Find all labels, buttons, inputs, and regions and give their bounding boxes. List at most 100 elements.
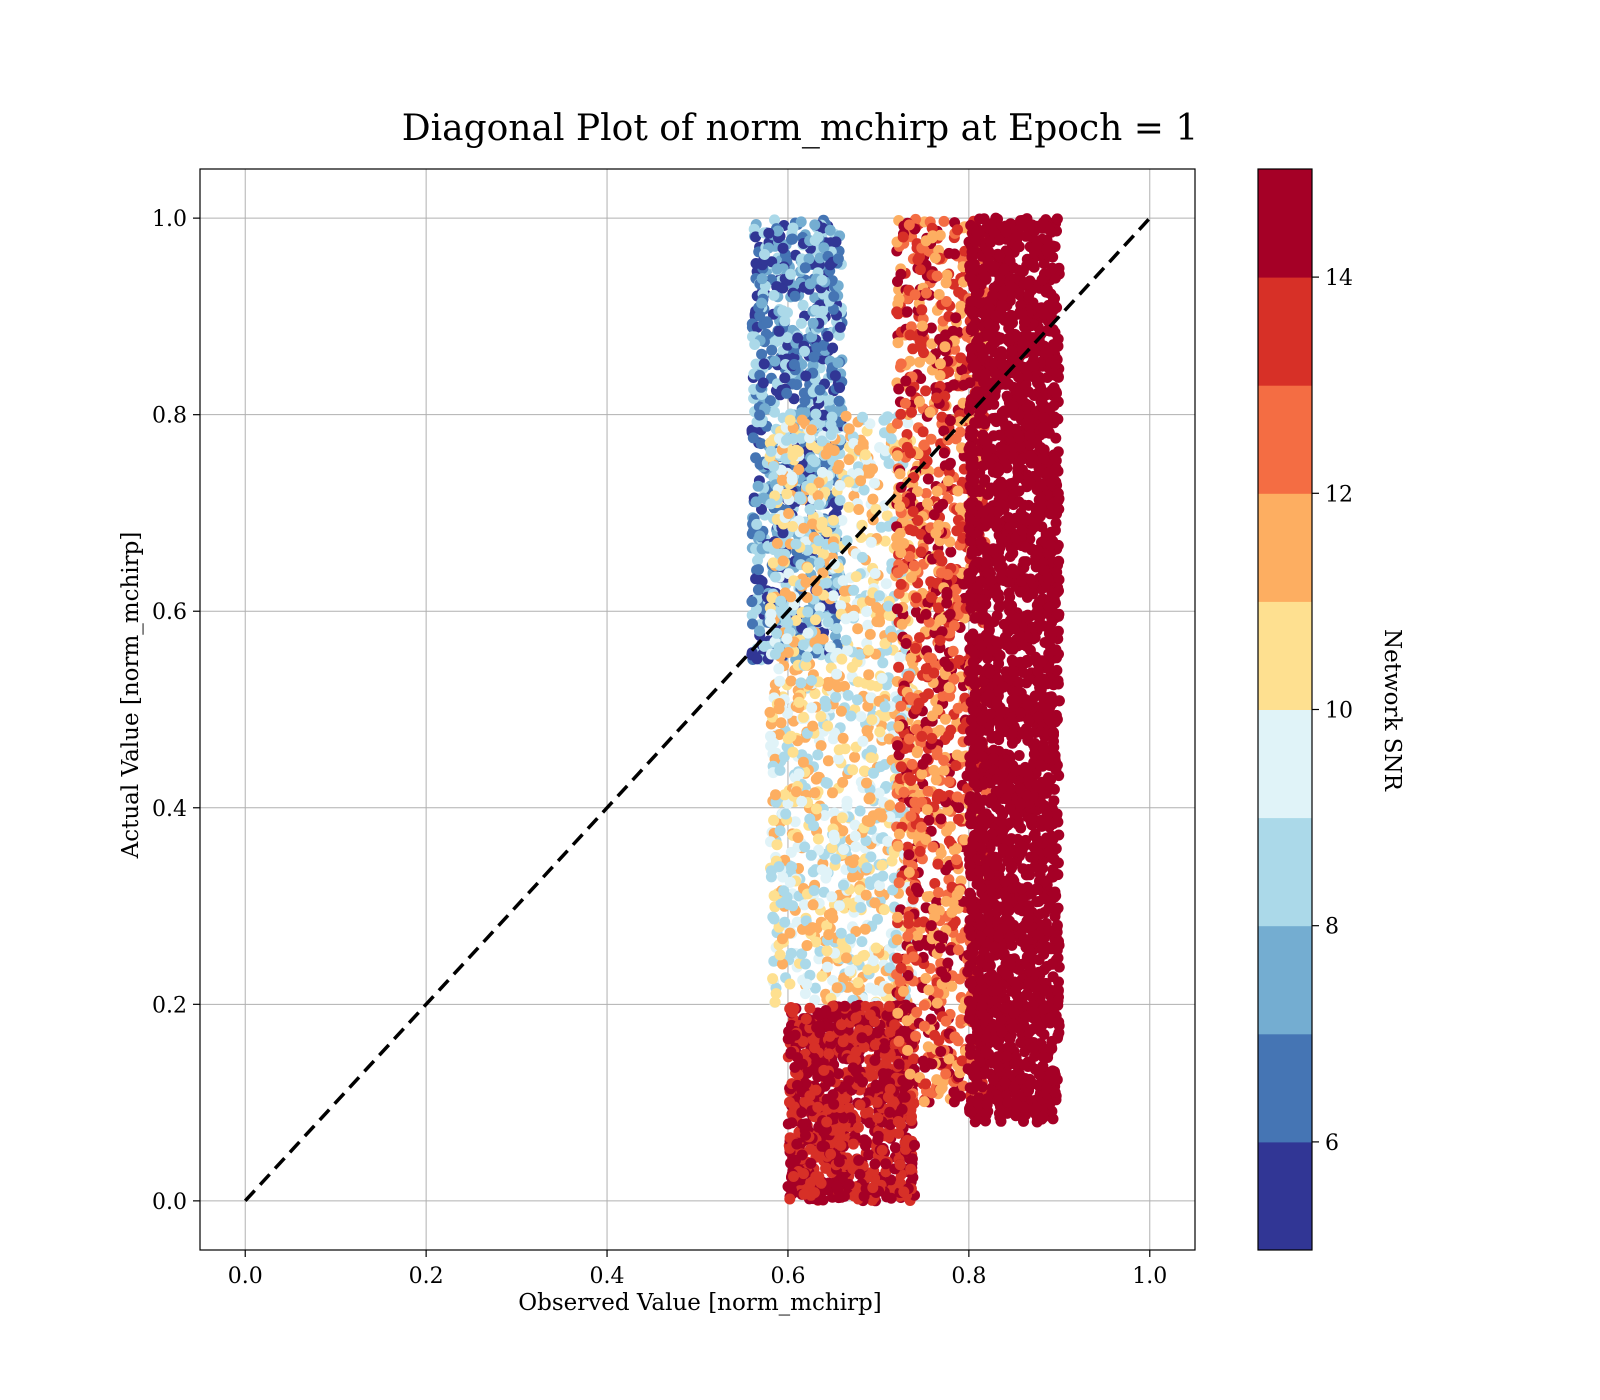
- scatter-point: [827, 514, 839, 526]
- scatter-point: [952, 1035, 964, 1047]
- scatter-point: [791, 1079, 803, 1091]
- scatter-point: [943, 682, 955, 694]
- scatter-point: [833, 900, 845, 912]
- scatter-point: [786, 861, 798, 873]
- scatter-point: [884, 800, 896, 811]
- scatter-point: [782, 733, 794, 745]
- scatter-point: [931, 485, 943, 497]
- scatter-point: [899, 397, 911, 409]
- scatter-point: [833, 1156, 845, 1168]
- scatter-point: [892, 840, 904, 852]
- scatter-point: [850, 1001, 862, 1012]
- scatter-point: [809, 1042, 821, 1054]
- scatter-point: [934, 634, 946, 646]
- scatter-point: [795, 216, 807, 228]
- scatter-point: [763, 227, 775, 239]
- scatter-point: [853, 1154, 865, 1166]
- scatter-point: [938, 754, 950, 766]
- scatter-point: [943, 730, 955, 741]
- scatter-point: [822, 616, 834, 628]
- scatter-point: [876, 811, 888, 823]
- scatter-point: [817, 305, 828, 317]
- scatter-point: [931, 997, 943, 1009]
- scatter-point: [833, 1192, 845, 1204]
- scatter-point: [918, 347, 929, 359]
- scatter-point: [892, 450, 903, 462]
- scatter-point: [878, 904, 890, 916]
- scatter-point: [801, 651, 813, 663]
- scatter-point: [787, 222, 799, 234]
- scatter-point: [918, 439, 930, 451]
- scatter-point: [804, 1090, 816, 1102]
- scatter-point: [855, 902, 867, 913]
- scatter-point: [836, 653, 848, 665]
- scatter-point: [800, 1013, 812, 1025]
- scatter-point: [932, 858, 944, 870]
- scatter-point: [840, 952, 852, 964]
- scatter-point: [802, 562, 814, 574]
- scatter-point: [885, 433, 897, 445]
- scatter-point: [869, 477, 880, 489]
- scatter-point: [840, 634, 852, 646]
- scatter-point: [879, 535, 891, 547]
- scatter-point: [834, 480, 846, 491]
- scatter-point: [812, 1101, 824, 1113]
- scatter-point: [855, 711, 867, 723]
- scatter-point: [916, 320, 928, 332]
- scatter-point: [896, 1103, 908, 1115]
- scatter-point: [858, 1134, 870, 1146]
- scatter-point: [769, 406, 780, 418]
- scatter-point: [814, 1027, 826, 1039]
- scatter-point: [785, 591, 797, 603]
- scatter-point: [832, 681, 844, 693]
- scatter-point: [891, 603, 903, 615]
- scatter-point: [789, 816, 801, 828]
- scatter-point: [905, 775, 917, 786]
- scatter-point: [848, 610, 860, 622]
- scatter-point: [843, 1075, 855, 1087]
- scatter-point: [849, 830, 861, 842]
- scatter-point: [771, 537, 783, 549]
- scatter-point: [854, 1099, 866, 1111]
- scatter-point: [756, 297, 768, 309]
- scatter-point: [954, 885, 966, 897]
- scatter-point: [809, 219, 821, 231]
- scatter-point: [901, 1015, 913, 1027]
- scatter-point: [784, 1193, 796, 1205]
- scatter-point: [824, 224, 836, 236]
- scatter-point: [885, 1192, 897, 1204]
- scatter-point: [836, 812, 848, 824]
- scatter-point: [865, 752, 877, 764]
- scatter-point: [860, 835, 872, 847]
- scatter-point: [902, 930, 914, 942]
- scatter-point: [858, 765, 870, 777]
- scatter-point: [894, 468, 906, 480]
- scatter-point: [828, 542, 840, 553]
- scatter-point: [813, 1171, 825, 1183]
- scatter-point: [910, 882, 922, 894]
- scatter-point: [754, 530, 766, 542]
- scatter-point: [810, 614, 821, 626]
- scatter-point: [928, 764, 940, 776]
- scatter-point: [836, 514, 848, 526]
- scatter-point: [882, 835, 894, 847]
- scatter-point: [865, 851, 877, 863]
- scatter-point: [850, 841, 862, 853]
- scatter-point: [923, 652, 935, 664]
- scatter-point: [841, 800, 853, 812]
- scatter-point: [781, 488, 793, 500]
- scatter-point: [751, 653, 763, 665]
- scatter-point: [789, 290, 801, 302]
- scatter-point: [880, 445, 891, 457]
- scatter-point: [914, 264, 926, 276]
- scatter-point: [903, 670, 915, 682]
- scatter-point: [788, 1171, 799, 1182]
- scatter-point: [767, 737, 779, 749]
- scatter-point: [826, 891, 838, 903]
- scatter-point: [905, 1115, 917, 1126]
- scatter-point: [953, 813, 964, 825]
- scatter-point: [822, 330, 834, 342]
- scatter-point: [800, 370, 812, 382]
- scatter-point: [829, 727, 841, 739]
